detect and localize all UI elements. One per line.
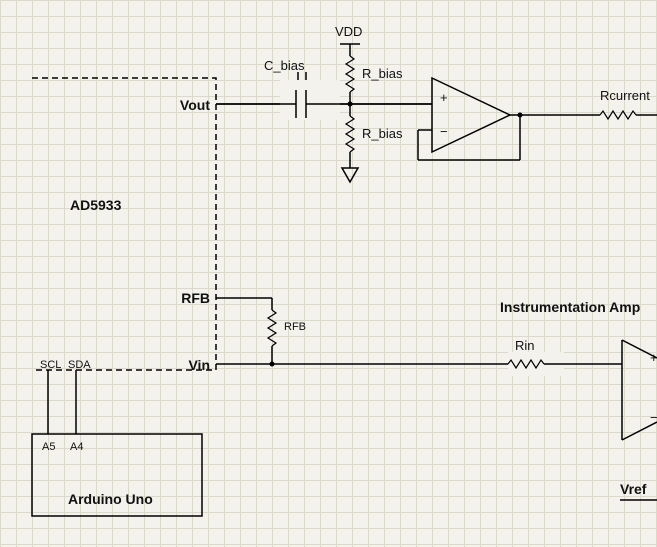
rfb-comp-label: RFB [284, 321, 306, 333]
rcurrent-label: Rcurrent [600, 88, 650, 103]
sda-pin-label: SDA [68, 359, 91, 371]
inst-amp: + − [622, 340, 657, 440]
scl-pin-label: SCL [40, 359, 61, 371]
a5-label: A5 [42, 441, 55, 453]
inst-amp-plus: + [650, 350, 657, 365]
ad5933-block: AD5933 Vout RFB Vin SCL SDA [32, 78, 216, 373]
ad5933-label: AD5933 [70, 197, 122, 213]
a4-label: A4 [70, 441, 83, 453]
node-vin-rfb [270, 362, 275, 367]
r-bias-bottom [342, 104, 358, 182]
arduino-block: Arduino Uno A5 A4 [32, 434, 202, 516]
rfb-pin-label: RFB [181, 290, 210, 306]
inst-amp-label: Instrumentation Amp [500, 299, 640, 315]
arduino-label: Arduino Uno [68, 491, 153, 507]
c-bias-label: C_bias [264, 58, 305, 73]
opamp-minus: − [440, 124, 448, 139]
rin-label: Rin [515, 338, 535, 353]
r-bias-bot-label: R_bias [362, 126, 403, 141]
vout-pin-label: Vout [180, 97, 210, 113]
rcurrent [600, 111, 657, 119]
r-bias-top-label: R_bias [362, 66, 403, 81]
vref-label: Vref [620, 481, 647, 497]
schematic-canvas: AD5933 Vout RFB Vin SCL SDA C_bias VDD [0, 0, 657, 547]
inst-amp-minus: − [650, 410, 657, 425]
vdd-label: VDD [335, 24, 362, 39]
rfb-resistor [268, 310, 276, 346]
opamp-buffer: + − [418, 78, 600, 160]
vin-pin-label: Vin [188, 357, 210, 373]
opamp-plus: + [440, 90, 448, 105]
r-bias-top [340, 44, 360, 104]
